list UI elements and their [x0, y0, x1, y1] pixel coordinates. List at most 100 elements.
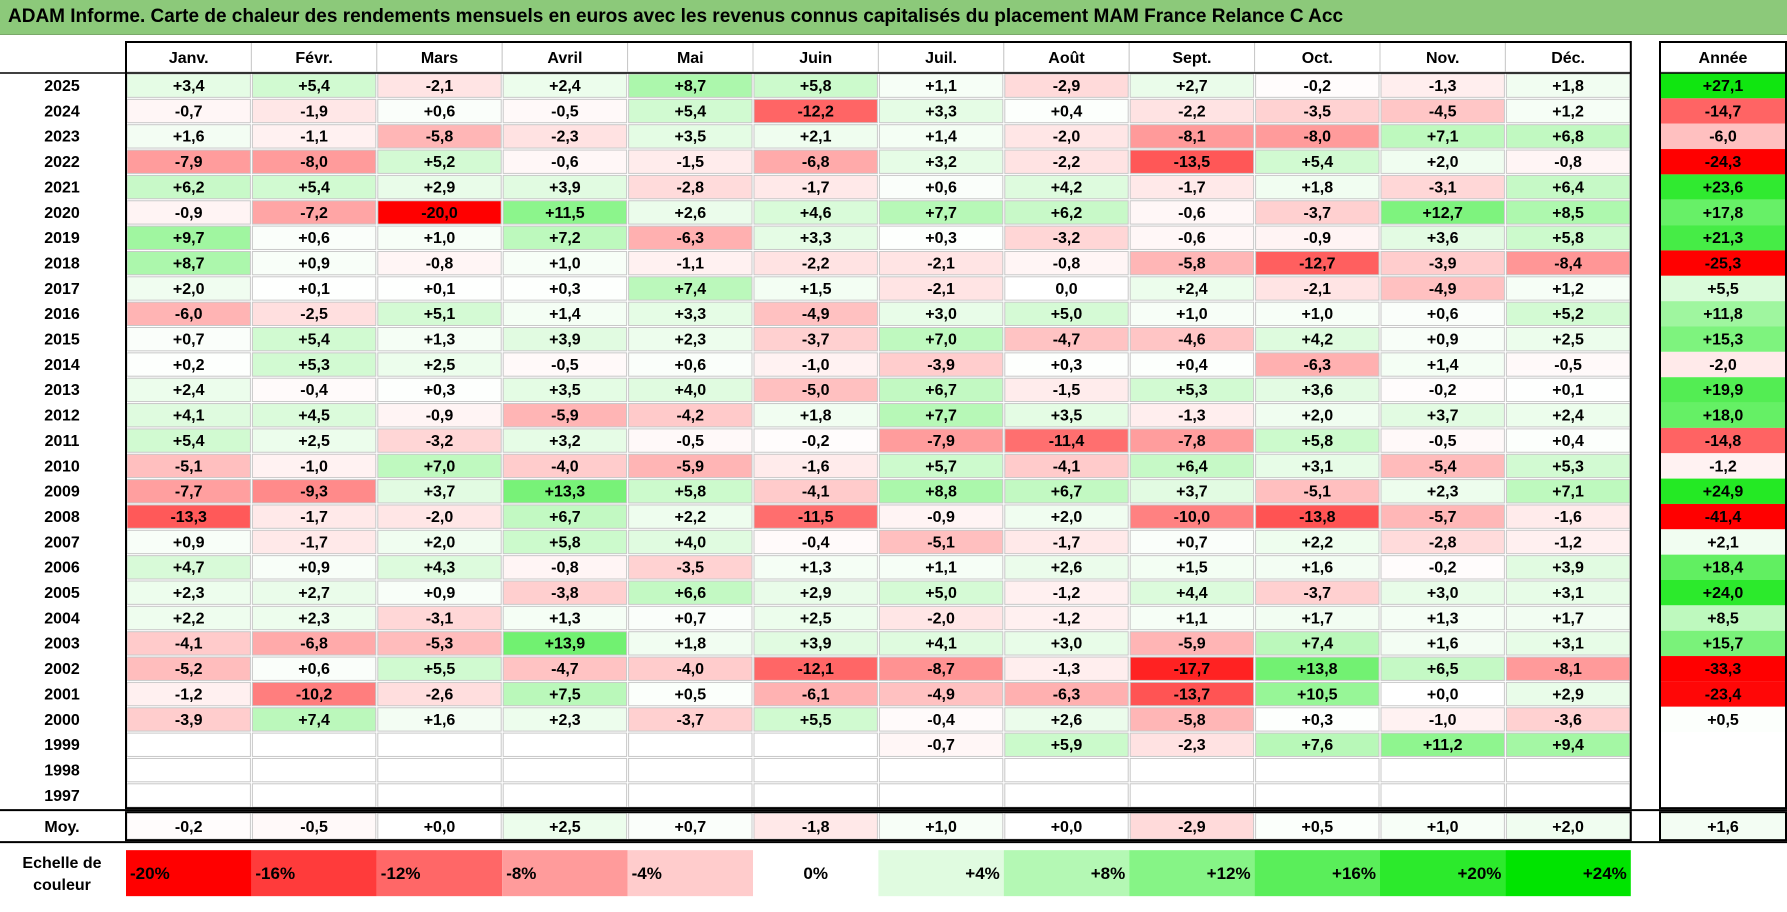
cell-value: -3,7 — [802, 332, 830, 349]
avg-value: +0,7 — [675, 819, 707, 836]
cell-value: +10,5 — [1297, 686, 1338, 703]
heatmap-cell — [1129, 453, 1255, 479]
title-bar: ADAM Informe. Carte de chaleur des rende… — [0, 0, 1787, 35]
cell-value: -0,2 — [1429, 560, 1457, 577]
heatmap-cell — [878, 453, 1004, 479]
year-total-value: +0,5 — [1707, 712, 1739, 729]
cell-value: +0,5 — [675, 686, 707, 703]
heatmap-cell — [753, 656, 878, 681]
heatmap-cell — [502, 453, 628, 479]
heatmap-cell — [377, 783, 502, 808]
row-year-label: 2023 — [44, 129, 80, 146]
cell-value: +4,5 — [298, 408, 330, 425]
year-total-cell — [1660, 427, 1786, 454]
cell-value: -8,4 — [1554, 255, 1582, 272]
heatmap-cell — [878, 225, 1004, 250]
cell-value: +9,4 — [1552, 737, 1584, 754]
cell-value: +3,5 — [675, 129, 707, 146]
heatmap-cell — [251, 732, 377, 757]
cell-value: -0,7 — [927, 737, 955, 754]
year-total-cell — [1660, 782, 1786, 809]
avg-value: +2,0 — [1552, 819, 1584, 836]
month-header-label: Déc. — [1551, 50, 1585, 67]
scale-swatch — [126, 850, 252, 897]
cell-value: +5,1 — [424, 306, 456, 323]
scale-swatch-label: +12% — [1207, 864, 1251, 883]
cell-value: +0,1 — [298, 281, 330, 298]
cell-value: -7,9 — [927, 433, 955, 450]
cell-value: -3,9 — [927, 357, 955, 374]
cell-value: +3,6 — [1302, 382, 1334, 399]
row-year-label: 2002 — [44, 661, 80, 678]
avg-value: -0,2 — [175, 819, 203, 836]
cell-value: +6,7 — [549, 509, 581, 526]
heatmap-cell — [1004, 631, 1129, 656]
heatmap-cell — [502, 783, 628, 808]
heatmap-cell — [502, 352, 628, 377]
avg-label: Moy. — [44, 819, 79, 836]
heatmap-cell — [377, 73, 502, 98]
heatmap-cell — [753, 580, 878, 605]
row-year-label: 2016 — [44, 306, 80, 323]
cell-value: +5,4 — [298, 332, 330, 349]
cell-value: -0,9 — [927, 509, 955, 526]
cell-value: +1,6 — [424, 712, 456, 729]
cell-value: -1,7 — [300, 534, 328, 551]
heatmap-cell — [502, 301, 628, 326]
heatmap-cell — [1004, 428, 1129, 453]
cell-value: +0,6 — [925, 179, 957, 196]
month-header-label: Sept. — [1172, 50, 1211, 67]
heatmap-cell — [1380, 529, 1505, 555]
cell-value: +7,2 — [549, 230, 581, 247]
month-header-label: Févr. — [295, 50, 332, 67]
heatmap-cell — [1004, 707, 1129, 732]
heatmap-cell — [628, 149, 753, 174]
heatmap-cell — [251, 352, 377, 377]
row-year-label: 2005 — [44, 585, 80, 602]
cell-value: -4,1 — [175, 636, 203, 653]
heatmap-cell — [502, 428, 628, 453]
heatmap-cell — [502, 656, 628, 681]
cell-value: -1,2 — [1053, 610, 1081, 627]
cell-value: +2,5 — [298, 433, 330, 450]
cell-value: -2,2 — [1053, 154, 1081, 171]
cell-value: +7,4 — [675, 281, 707, 298]
year-total-value: -25,3 — [1705, 255, 1742, 272]
year-total-cell — [1660, 301, 1786, 327]
heatmap-cell — [628, 757, 753, 783]
month-header-label: Avril — [547, 50, 582, 67]
cell-value: +2,3 — [173, 585, 205, 602]
cell-value: +7,7 — [925, 205, 957, 222]
cell-value: +0,1 — [1552, 382, 1584, 399]
cell-value: +11,2 — [1423, 737, 1463, 754]
year-total-cell — [1660, 453, 1786, 479]
heatmap-cell — [377, 707, 502, 732]
row-year-label: 2020 — [44, 205, 80, 222]
heatmap-cell — [502, 479, 628, 504]
cell-value: -3,5 — [677, 560, 705, 577]
heatmap-cell — [1255, 605, 1380, 631]
heatmap-cell — [1004, 149, 1129, 174]
row-year-label: 2013 — [44, 382, 80, 399]
year-total-cell — [1660, 503, 1786, 530]
cell-value: +7,4 — [1302, 636, 1334, 653]
year-total-cell — [1660, 326, 1786, 352]
row-year-label: 1997 — [44, 788, 80, 805]
cell-value: -1,1 — [677, 255, 705, 272]
heatmap-cell — [377, 757, 502, 783]
row-year-label: 2025 — [44, 78, 80, 95]
cell-value: +8,8 — [925, 484, 957, 501]
cell-value: -5,8 — [426, 129, 454, 146]
cell-value: -3,9 — [1429, 255, 1457, 272]
cell-value: +1,1 — [1176, 610, 1208, 627]
heatmap-cell — [377, 681, 502, 707]
cell-value: +13,8 — [1297, 661, 1338, 678]
cell-value: -11,4 — [1049, 433, 1085, 450]
cell-value: -0,5 — [551, 357, 579, 374]
cell-value: +3,2 — [549, 433, 581, 450]
heatmap-cell — [377, 504, 502, 529]
year-total-cell — [1660, 554, 1786, 580]
heatmap-cell — [1380, 656, 1505, 681]
heatmap-cell — [377, 479, 502, 504]
heatmap-cell — [377, 225, 502, 250]
